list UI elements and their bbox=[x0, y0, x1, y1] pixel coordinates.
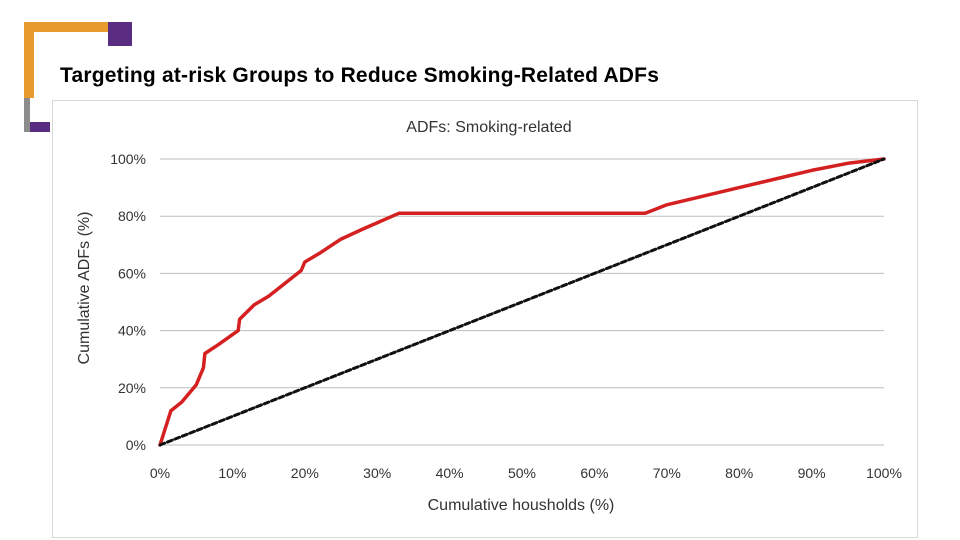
y-axis-label: Cumulative ADFs (%) bbox=[76, 212, 93, 365]
chart-title: ADFs: Smoking-related bbox=[406, 119, 571, 136]
line-chart: ADFs: Smoking-related 0% 20% 40% 60% 80% 100%… bbox=[76, 119, 902, 514]
y-tick-label: 0% bbox=[126, 437, 146, 453]
x-tick-label: 40% bbox=[436, 465, 464, 481]
y-tick-label: 100% bbox=[110, 151, 146, 167]
series-line-smoking-related bbox=[158, 157, 886, 447]
slide-title: Targeting at-risk Groups to Reduce Smoki… bbox=[60, 64, 660, 87]
x-axis-label: Cumulative housholds (%) bbox=[428, 497, 615, 514]
y-tick-label: 20% bbox=[118, 380, 146, 396]
deco-purple-bracket-bottom bbox=[30, 122, 50, 132]
x-tick-label: 70% bbox=[653, 465, 681, 481]
deco-gray-bracket-side bbox=[24, 98, 30, 132]
x-tick-label: 20% bbox=[291, 465, 319, 481]
deco-orange-bracket-side bbox=[24, 22, 34, 98]
y-tick-label: 40% bbox=[118, 323, 146, 339]
deco-purple-square bbox=[108, 22, 132, 46]
x-tick-label: 80% bbox=[725, 465, 753, 481]
x-tick-label: 0% bbox=[150, 465, 170, 481]
deco-orange-bracket-top bbox=[24, 22, 108, 32]
chart-panel: ADFs: Smoking-related 0% 20% 40% 60% 80% 100%… bbox=[52, 100, 918, 538]
x-tick-label: 60% bbox=[580, 465, 608, 481]
x-tick-label: 90% bbox=[798, 465, 826, 481]
y-tick-label: 80% bbox=[118, 208, 146, 224]
x-tick-label: 10% bbox=[218, 465, 246, 481]
x-tick-label: 30% bbox=[363, 465, 391, 481]
tick-labels: 0% 20% 40% 60% 80% 100% 0% 10% 20% 30% 40% 50% 60% 70… bbox=[110, 151, 902, 481]
y-tick-label: 60% bbox=[118, 265, 146, 281]
series-layer bbox=[158, 157, 886, 447]
x-tick-label: 50% bbox=[508, 465, 536, 481]
x-tick-label: 100% bbox=[866, 465, 902, 481]
series-line-diagonal-reference bbox=[158, 157, 886, 447]
grid bbox=[160, 158, 884, 446]
